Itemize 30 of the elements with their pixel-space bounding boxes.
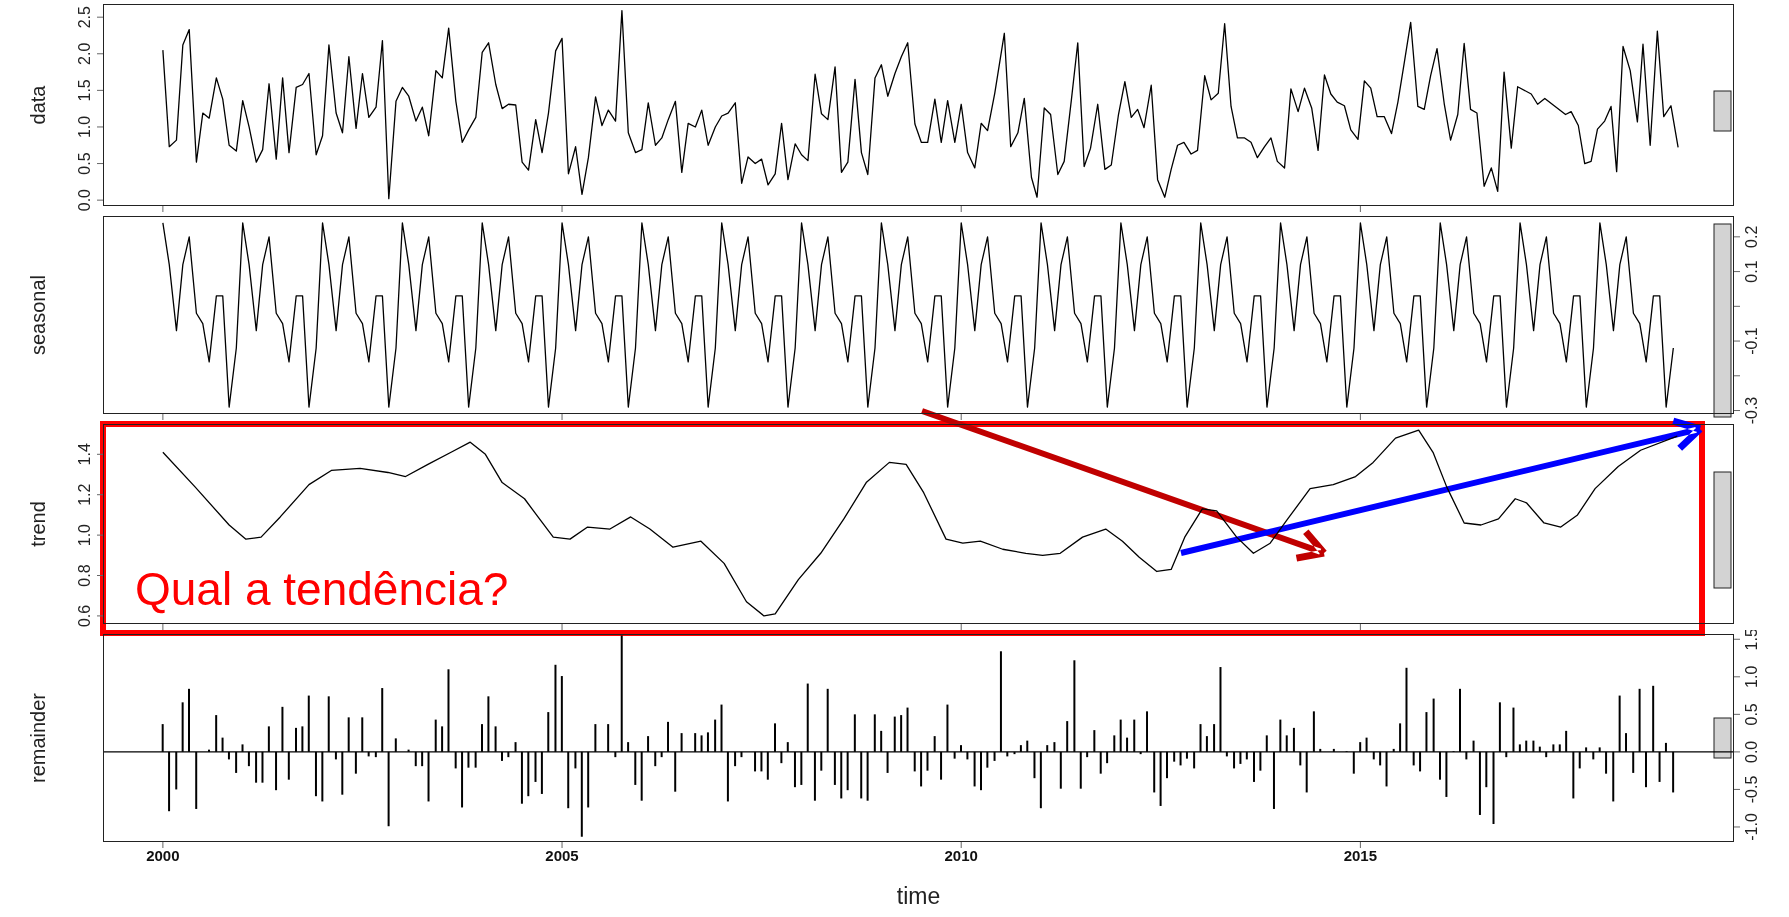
x-tick-label: 2010: [944, 846, 978, 864]
x-axis-title: time: [896, 883, 941, 910]
y-tick-label: 0.8: [76, 564, 93, 587]
y-tick-label: 1.0: [76, 115, 93, 139]
x-tick-label: 2015: [1343, 846, 1378, 864]
y-tick-label: 1.5: [76, 79, 93, 102]
y-tick-label: 0.0: [76, 188, 93, 212]
y-tick-label: 1.0: [76, 523, 93, 547]
y2-tick-label: 0.1: [1743, 260, 1760, 283]
y2-tick-label: -0.1: [1743, 327, 1760, 355]
y2-tick-label: 1.0: [1743, 665, 1760, 688]
annotation: Qual a tendência?: [135, 562, 509, 616]
x-tick-label: 2005: [545, 846, 579, 864]
y2-tick-label: 0.0: [1743, 740, 1760, 764]
y-tick-label: 0.6: [76, 604, 93, 628]
y2-tick-label: 0.2: [1743, 225, 1760, 248]
y-tick-label: 1.2: [76, 483, 93, 506]
y-tick-label: 2.0: [76, 42, 93, 65]
y-tick-label: 0.5: [76, 152, 93, 175]
y-tick-label: 2.5: [76, 5, 93, 29]
y-axis-title: trend: [26, 501, 50, 547]
y2-tick-label: -0.3: [1743, 396, 1760, 425]
y-tick-label: 1.4: [76, 443, 93, 466]
x-tick-label: 2000: [146, 846, 180, 864]
y-axis-title: remainder: [26, 692, 50, 784]
y2-tick-label: -0.5: [1743, 775, 1760, 804]
y2-tick-label: -1.0: [1743, 813, 1760, 841]
y-axis-title: data: [26, 85, 50, 125]
y2-tick-label: 0.5: [1743, 703, 1760, 726]
y-axis-title: seasonal: [26, 274, 50, 356]
